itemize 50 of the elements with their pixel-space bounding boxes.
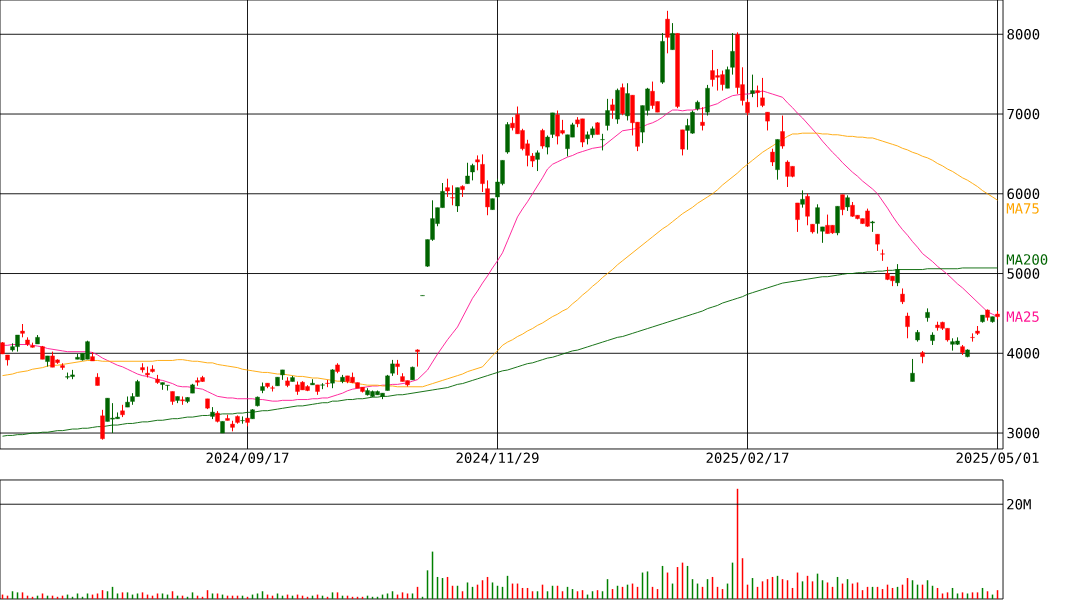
candlestick [540, 128, 545, 150]
y-tick-label: 5000 [1007, 268, 1040, 279]
candlestick [765, 111, 770, 131]
candlestick [750, 74, 755, 98]
candlestick [670, 22, 675, 51]
candlestick [680, 129, 685, 156]
candlestick [610, 98, 615, 120]
candlestick [760, 77, 765, 108]
candlestick [605, 98, 610, 131]
y-tick-label: 7000 [1007, 108, 1040, 120]
x-tick-label: 2025/05/01 [956, 452, 1039, 465]
candlestick [730, 32, 735, 76]
candlestick [970, 332, 975, 343]
candlestick [545, 134, 550, 155]
series-label: MA75 [1006, 203, 1039, 214]
x-tick-label: 2024/11/29 [456, 452, 539, 465]
candlestick [550, 112, 555, 139]
ref-line-label: 20M [1007, 498, 1031, 510]
candlestick [755, 85, 760, 108]
series-label: MA200 [1006, 254, 1048, 265]
candlestick [100, 409, 105, 441]
candlestick [815, 203, 820, 235]
candlestick [725, 66, 730, 89]
candlestick [905, 312, 910, 339]
candlestick [485, 179, 490, 216]
candlestick [450, 184, 455, 206]
candlestick [700, 106, 705, 131]
candlestick [480, 153, 485, 193]
series-label: MA25 [1006, 311, 1039, 322]
candlestick [465, 162, 470, 185]
candlestick [165, 384, 170, 392]
candlestick [780, 115, 785, 150]
candlestick [840, 194, 845, 216]
candlestick [665, 10, 670, 54]
candlestick [805, 193, 810, 226]
y-tick-label: 4000 [1007, 348, 1040, 359]
y-tick-label: 8000 [1007, 28, 1040, 40]
candlestick [455, 187, 460, 213]
candlestick [625, 82, 630, 121]
x-tick-label: 2024/09/17 [206, 452, 289, 465]
y-tick-label: 6000 [1007, 188, 1040, 200]
candlestick [535, 149, 540, 172]
candlestick [910, 358, 915, 383]
candlestick [795, 202, 800, 233]
candlestick [705, 84, 710, 117]
y-tick-label: 3000 [1007, 427, 1040, 439]
candlestick [240, 415, 245, 425]
candlestick [445, 178, 450, 198]
x-tick-label: 2025/02/17 [706, 452, 789, 465]
candlestick [330, 368, 335, 389]
